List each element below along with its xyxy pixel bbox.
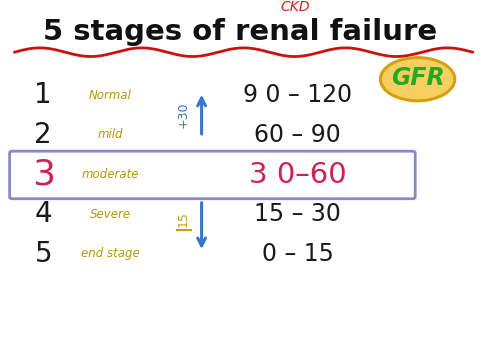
Text: moderate: moderate [82, 168, 139, 181]
Text: 4: 4 [35, 200, 52, 228]
Text: 9 0 – 120: 9 0 – 120 [243, 84, 352, 107]
Text: 5 stages of renal failure: 5 stages of renal failure [43, 18, 437, 46]
Text: 1: 1 [35, 81, 52, 109]
Text: +30: +30 [177, 101, 190, 127]
Text: 15: 15 [177, 211, 190, 227]
Text: Severe: Severe [90, 208, 131, 221]
Text: 0 – 15: 0 – 15 [262, 242, 334, 266]
Text: 2: 2 [35, 121, 52, 149]
Text: 5: 5 [35, 240, 52, 268]
Text: 15 – 30: 15 – 30 [254, 202, 341, 226]
Text: CKD: CKD [280, 0, 310, 14]
Text: mild: mild [97, 129, 123, 141]
Ellipse shape [380, 58, 455, 101]
Text: GFR: GFR [391, 67, 444, 90]
Text: 3 0–60: 3 0–60 [249, 161, 347, 189]
Text: 3: 3 [32, 158, 55, 192]
Text: end stage: end stage [81, 247, 140, 260]
Text: Normal: Normal [89, 89, 132, 102]
Text: 60 – 90: 60 – 90 [254, 123, 341, 147]
